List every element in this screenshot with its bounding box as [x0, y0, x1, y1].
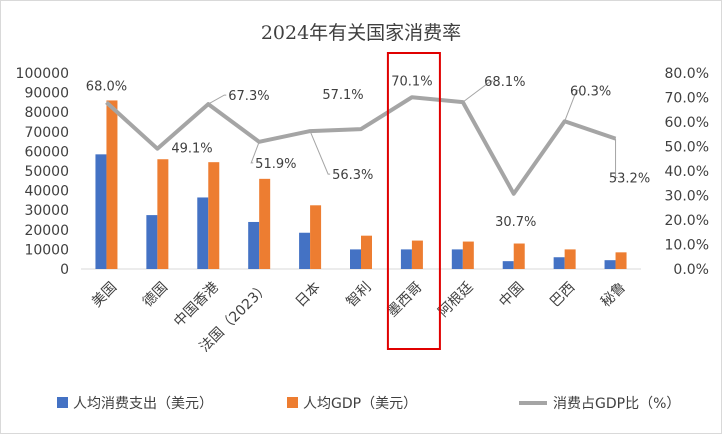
bar-series-1	[361, 235, 372, 269]
legend: 人均消费支出（美元） 人均GDP（美元） 消费占GDP比（%）	[57, 396, 680, 412]
bar-series-0	[146, 215, 158, 269]
category-label: 墨西哥	[385, 279, 426, 320]
right-tick-label: 0.0%	[673, 262, 709, 278]
bar-series-1	[157, 159, 169, 269]
data-labels: 68.0% 49.1% 67.3% 51.9% 56.3% 57.1% 70.1% 68.1%…	[86, 74, 650, 230]
legend-swatch-0	[57, 397, 68, 408]
bars	[95, 100, 627, 269]
right-axis: 0.0% 10.0% 20.0% 30.0% 40.0% 50.0% 60.0% 70.0% 8…	[665, 66, 709, 278]
right-tick-label: 70.0%	[665, 91, 709, 107]
right-tick-label: 40.0%	[665, 164, 709, 180]
leader-line	[615, 138, 618, 179]
rate-data-label: 49.1%	[171, 142, 212, 157]
chart-title: 2024年有关国家消费率	[261, 22, 461, 44]
rate-data-label: 53.2%	[609, 172, 650, 187]
right-tick-label: 80.0%	[665, 66, 709, 82]
legend-label-1: 人均GDP（美元）	[303, 396, 417, 412]
category-label: 德国	[140, 279, 171, 310]
rate-data-label: 57.1%	[322, 88, 363, 103]
bar-series-1	[513, 243, 525, 269]
rate-data-label: 70.1%	[391, 74, 432, 89]
left-tick-label: 10000	[24, 242, 69, 258]
left-tick-label: 40000	[24, 184, 69, 200]
consumption-rate-line	[105, 95, 617, 196]
left-tick-label: 20000	[24, 223, 69, 239]
category-label: 中国	[496, 279, 527, 310]
right-tick-label: 60.0%	[665, 115, 709, 131]
rate-data-label: 68.1%	[484, 75, 525, 90]
bar-series-1	[462, 241, 474, 269]
bar-series-0	[502, 261, 514, 269]
left-tick-label: 0	[60, 262, 69, 278]
bar-series-1	[411, 240, 423, 269]
bar-series-1	[310, 205, 322, 269]
category-label: 秘鲁	[598, 279, 629, 310]
left-tick-label: 90000	[24, 86, 69, 102]
right-tick-label: 50.0%	[665, 140, 709, 156]
bar-series-1	[564, 249, 576, 269]
rate-line-path	[105, 95, 617, 196]
right-tick-label: 10.0%	[665, 238, 709, 254]
bar-series-1	[259, 178, 271, 269]
left-tick-label: 70000	[24, 125, 69, 141]
bar-series-0	[248, 221, 260, 269]
leader-line	[208, 94, 227, 105]
rate-data-label: 60.3%	[570, 84, 611, 99]
legend-label-2: 消费占GDP比（%）	[553, 396, 680, 412]
leader-line	[250, 141, 260, 164]
left-tick-label: 100000	[16, 66, 69, 82]
bar-series-1	[106, 100, 118, 269]
bar-series-0	[197, 197, 209, 269]
left-tick-label: 60000	[24, 144, 69, 160]
bar-series-0	[400, 249, 412, 269]
left-axis: 0 10000 20000 30000 40000 50000 60000 70000 8000…	[16, 66, 69, 278]
category-label: 智利	[343, 279, 374, 310]
right-tick-label: 30.0%	[665, 189, 709, 205]
left-tick-label: 30000	[24, 203, 69, 219]
bar-series-0	[604, 260, 616, 269]
category-label: 巴西	[547, 279, 578, 310]
highlight-box-mexico	[386, 52, 441, 350]
rate-data-label: 67.3%	[228, 89, 269, 104]
right-tick-label: 20.0%	[665, 213, 709, 229]
legend-swatch-1	[287, 397, 298, 408]
left-tick-label: 50000	[24, 164, 69, 180]
category-label: 中国香港	[171, 279, 222, 330]
category-label: 日本	[293, 279, 324, 310]
leader-line	[564, 89, 579, 122]
leader-line	[309, 130, 331, 175]
bar-series-0	[553, 257, 565, 269]
bar-series-0	[350, 249, 361, 269]
bar-series-0	[95, 154, 107, 269]
left-tick-label: 80000	[24, 105, 69, 121]
rate-data-label: 68.0%	[86, 79, 127, 94]
bar-series-1	[615, 252, 627, 269]
category-label: 美国	[89, 279, 120, 310]
rate-data-label: 30.7%	[495, 215, 536, 230]
bar-series-0	[451, 249, 463, 269]
leader-line	[462, 80, 493, 103]
bar-series-0	[299, 232, 311, 269]
bar-series-1	[208, 162, 220, 269]
category-label: 阿根廷	[435, 279, 476, 320]
rate-data-label: 51.9%	[255, 157, 296, 172]
legend-label-0: 人均消费支出（美元）	[73, 396, 213, 412]
rate-data-label: 56.3%	[332, 168, 373, 183]
